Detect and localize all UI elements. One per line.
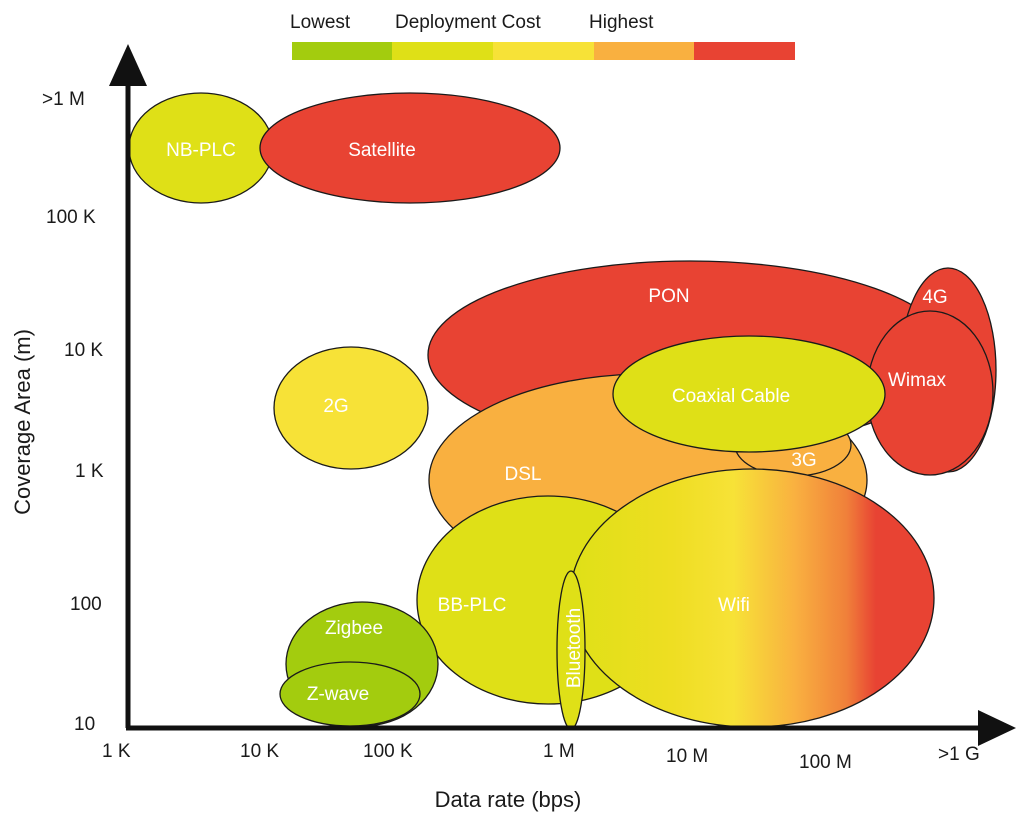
legend-title: Deployment Cost xyxy=(395,12,541,33)
label-4g: 4G xyxy=(922,287,947,308)
x-tick-label: 1 M xyxy=(543,741,575,762)
label-bbplc: BB-PLC xyxy=(438,595,507,616)
y-tick-label: 10 K xyxy=(64,340,103,361)
y-tick-label: 1 K xyxy=(75,461,104,482)
x-tick-label: 10 M xyxy=(666,746,708,767)
ellipse-wifi xyxy=(569,468,935,728)
legend-swatch-lowest xyxy=(292,42,392,60)
x-tick-label: >1 G xyxy=(938,744,980,765)
axes xyxy=(109,44,1016,746)
y-tick-label: 10 xyxy=(74,714,95,735)
ellipse-satellite xyxy=(259,92,561,204)
y-tick-label: >1 M xyxy=(42,89,85,110)
label-wifi: Wifi xyxy=(718,595,750,616)
label-coax: Coaxial Cable xyxy=(672,386,790,407)
label-wimax: Wimax xyxy=(888,370,947,391)
legend-swatch-highest xyxy=(694,42,795,60)
label-zwave: Z-wave xyxy=(307,684,369,705)
ellipse-2g xyxy=(273,346,429,470)
legend-swatch-low xyxy=(392,42,493,60)
x-tick-label: 1 K xyxy=(102,741,131,762)
legend-swatch-mid xyxy=(493,42,594,60)
x-tick-label: 100 K xyxy=(363,741,413,762)
label-satellite: Satellite xyxy=(348,140,416,161)
y-tick-label: 100 K xyxy=(46,207,96,228)
label-3g: 3G xyxy=(791,450,816,471)
label-2g: 2G xyxy=(323,396,348,417)
technology-labels: NB-PLC Satellite PON 4G Wimax Coaxial Ca… xyxy=(166,140,948,705)
label-nbplc: NB-PLC xyxy=(166,140,236,161)
x-axis-arrowhead xyxy=(978,710,1016,746)
legend-high-label: Highest xyxy=(589,12,654,33)
label-dsl: DSL xyxy=(505,464,542,485)
legend-low-label: Lowest xyxy=(290,12,351,33)
y-axis-arrowhead xyxy=(109,44,147,86)
ellipse-wimax xyxy=(866,310,994,476)
ellipse-coax xyxy=(612,335,886,453)
x-tick-labels: 1 K 10 K 100 K 1 M 10 M 100 M >1 G xyxy=(102,741,980,773)
y-tick-labels: >1 M 100 K 10 K 1 K 100 10 xyxy=(42,89,104,735)
legend-swatch-high xyxy=(594,42,694,60)
x-tick-label: 10 K xyxy=(240,741,279,762)
y-tick-label: 100 xyxy=(70,594,102,615)
label-bluetooth: Bluetooth xyxy=(564,608,585,688)
x-tick-label: 100 M xyxy=(799,752,852,773)
technology-ellipses xyxy=(128,92,997,730)
x-axis-title: Data rate (bps) xyxy=(435,787,582,812)
label-zigbee: Zigbee xyxy=(325,618,383,639)
cost-legend: Lowest Deployment Cost Highest xyxy=(290,12,795,60)
label-pon: PON xyxy=(648,286,689,307)
y-axis-title: Coverage Area (m) xyxy=(10,329,35,515)
